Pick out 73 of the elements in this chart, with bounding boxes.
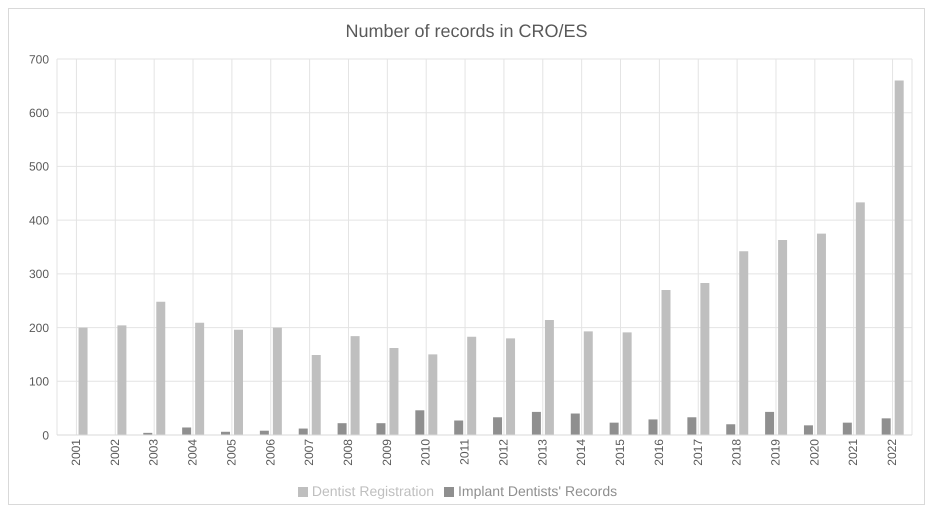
bar xyxy=(726,424,736,435)
x-tick-label: 2001 xyxy=(68,438,83,466)
bar xyxy=(312,354,321,435)
y-tick-label: 500 xyxy=(28,160,50,174)
bar xyxy=(532,412,541,435)
bar xyxy=(544,320,554,435)
bar xyxy=(182,427,192,435)
bar xyxy=(272,328,282,435)
bar xyxy=(842,422,852,435)
bar xyxy=(687,417,696,435)
bar xyxy=(622,332,632,435)
bar xyxy=(338,423,347,435)
bar xyxy=(765,412,774,435)
bar xyxy=(804,425,813,435)
bar xyxy=(662,290,671,435)
x-tick-label: 2016 xyxy=(652,438,666,466)
bar xyxy=(610,422,619,435)
x-tick-label: 2008 xyxy=(340,438,355,466)
bar xyxy=(856,202,865,435)
y-tick-label: 100 xyxy=(28,374,50,389)
x-tick-label: 2009 xyxy=(380,438,394,466)
x-tick-label: 2019 xyxy=(768,438,782,466)
y-tick-label: 600 xyxy=(28,106,50,120)
y-tick-label: 700 xyxy=(28,52,50,66)
chart-title: Number of records in CRO/ES xyxy=(344,20,589,43)
bar xyxy=(778,240,788,435)
x-tick-label: 2015 xyxy=(613,438,628,466)
bar xyxy=(117,325,126,435)
legend-label: Dentist Registration xyxy=(312,483,434,499)
bar xyxy=(570,414,580,435)
x-tick-label: 2021 xyxy=(846,438,860,466)
bar xyxy=(78,328,88,435)
bar xyxy=(376,423,386,435)
bar xyxy=(389,348,398,435)
bar xyxy=(298,428,308,435)
y-tick-label: 200 xyxy=(28,320,50,335)
bar xyxy=(234,330,244,435)
x-tick-label: 2020 xyxy=(807,438,822,466)
legend-label: Implant Dentists' Records xyxy=(458,483,618,499)
x-tick-label: 2003 xyxy=(146,438,161,466)
bar xyxy=(260,430,269,435)
bar xyxy=(882,418,891,435)
x-tick-label: 2010 xyxy=(418,438,433,466)
bar xyxy=(739,251,748,435)
bar xyxy=(415,410,424,435)
x-tick-label: 2014 xyxy=(574,438,588,466)
y-tick-label: 0 xyxy=(42,428,50,442)
bar xyxy=(454,420,464,435)
x-tick-label: 2005 xyxy=(224,438,238,466)
bar xyxy=(350,336,360,435)
bar xyxy=(584,331,593,435)
y-tick-label: 300 xyxy=(28,267,50,282)
bar xyxy=(156,302,166,435)
bar xyxy=(493,417,502,435)
bar xyxy=(816,234,826,435)
bar xyxy=(195,322,204,435)
bar xyxy=(648,419,658,435)
x-tick-label: 2006 xyxy=(263,438,278,466)
bar xyxy=(700,282,710,435)
y-tick-label: 400 xyxy=(28,213,50,228)
bar xyxy=(506,338,516,435)
x-tick-label: 2012 xyxy=(496,438,510,466)
x-tick-label: 2004 xyxy=(186,438,200,466)
x-tick-label: 2011 xyxy=(458,438,472,465)
bar xyxy=(467,336,476,435)
x-tick-label: 2022 xyxy=(885,438,900,466)
x-tick-label: 2002 xyxy=(108,438,122,466)
x-tick-label: 2017 xyxy=(690,438,705,466)
x-tick-label: 2013 xyxy=(535,438,550,466)
x-tick-label: 2007 xyxy=(302,438,316,466)
x-tick-label: 2018 xyxy=(730,438,744,466)
bar xyxy=(428,354,438,435)
bar xyxy=(894,80,904,435)
